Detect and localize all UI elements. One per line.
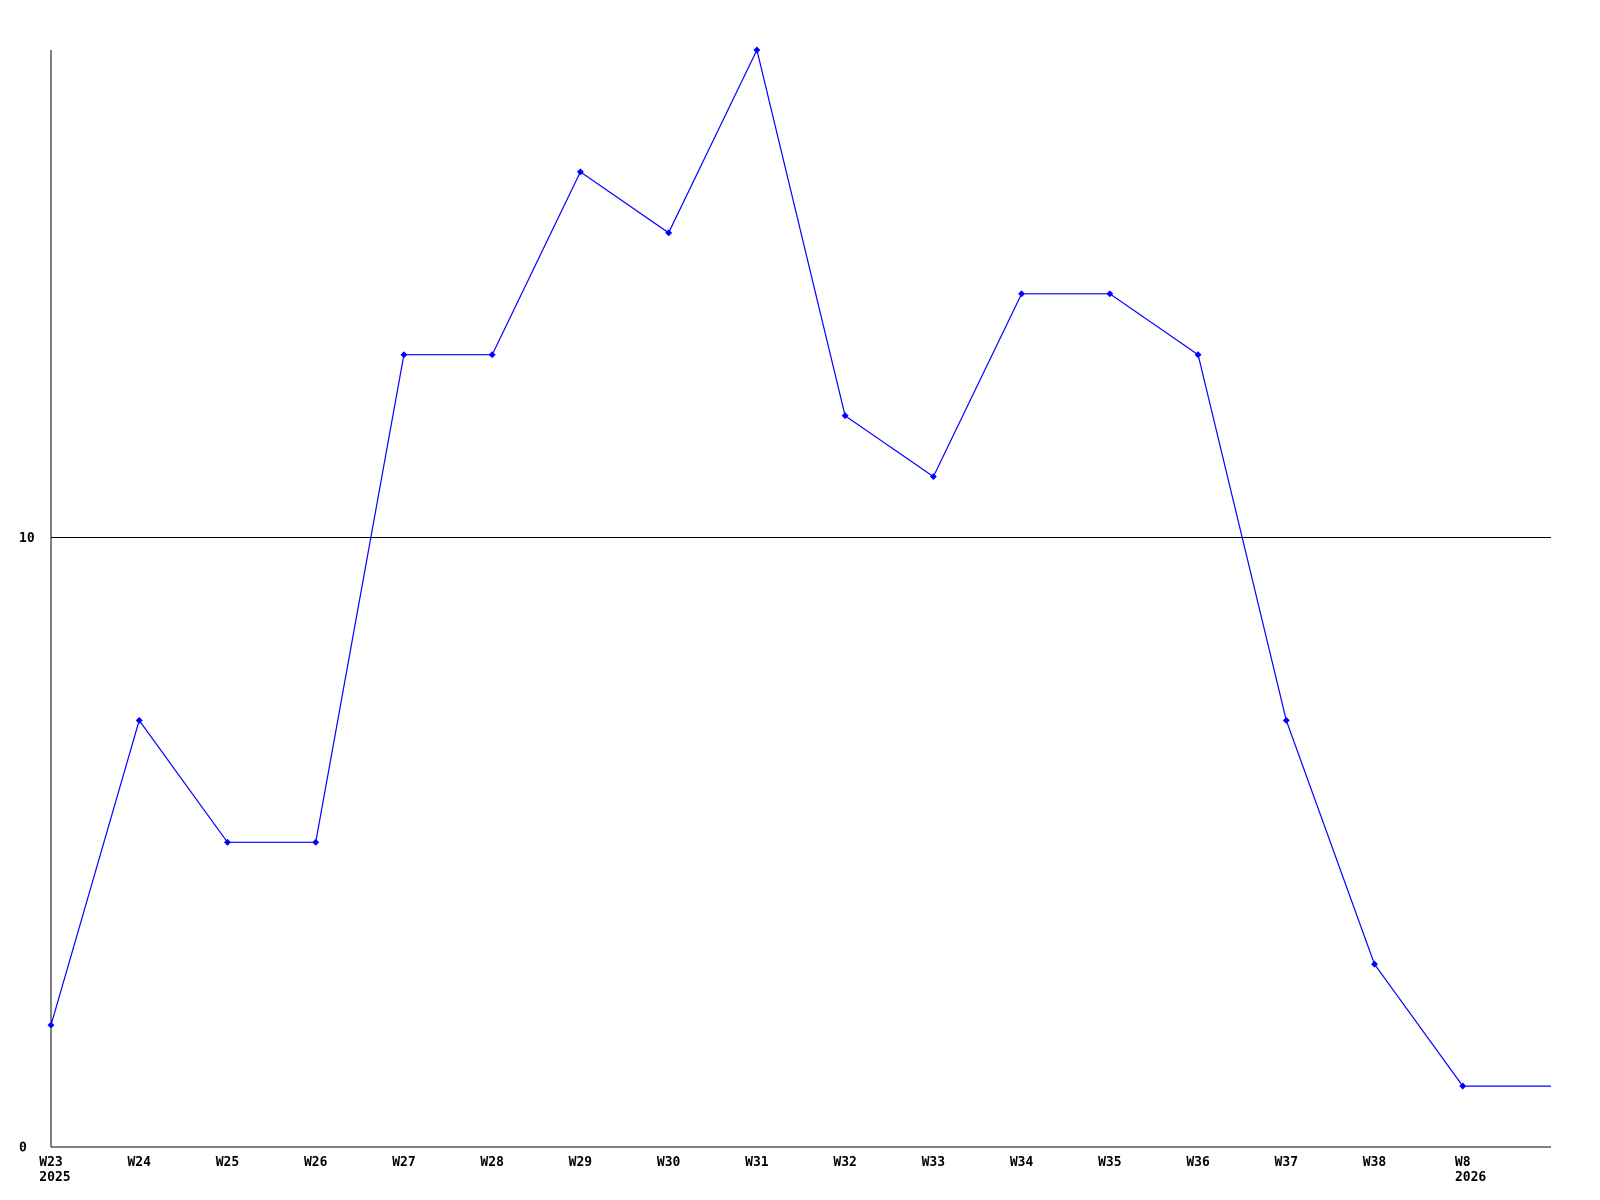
data-point-marker xyxy=(1282,716,1290,724)
data-point-marker xyxy=(1370,960,1379,968)
data-point-marker xyxy=(1459,1082,1467,1090)
x-tick-label: W8 xyxy=(1455,1155,1471,1170)
data-point-marker xyxy=(929,473,937,481)
x-tick-label: W32 xyxy=(833,1155,856,1170)
data-point-marker xyxy=(135,716,143,724)
data-point-marker xyxy=(223,838,232,846)
x-tick-label: W27 xyxy=(392,1155,415,1170)
data-point-marker xyxy=(1106,290,1114,298)
data-point-marker xyxy=(753,46,761,54)
data-series-line xyxy=(50,48,1551,1087)
y-tick-label: 0 xyxy=(19,1141,27,1156)
data-point-marker xyxy=(488,351,496,359)
x-tick-label: W24 xyxy=(127,1155,151,1170)
data-point-marker xyxy=(47,1021,55,1029)
data-point-marker xyxy=(576,168,584,176)
x-tick-label: W33 xyxy=(922,1155,945,1170)
x-tick-label: W26 xyxy=(304,1155,328,1170)
x-tick-label: W30 xyxy=(657,1155,681,1170)
x-tick-label: W35 xyxy=(1098,1155,1121,1170)
data-point-marker xyxy=(1018,290,1026,298)
y-tick-label: 10 xyxy=(19,531,35,546)
x-tick-label: W36 xyxy=(1186,1155,1210,1170)
x-tick-label: W25 xyxy=(216,1155,239,1170)
data-point-marker xyxy=(400,351,408,359)
data-point-marker xyxy=(665,229,673,237)
x-tick-label: W38 xyxy=(1363,1155,1387,1170)
x-tick-label: W31 xyxy=(745,1155,769,1170)
x-tick-label: W23 xyxy=(39,1155,62,1170)
x-tick-label: W37 xyxy=(1275,1155,1298,1170)
x-tick-label: W29 xyxy=(569,1155,592,1170)
x-year-label: 2025 xyxy=(39,1170,70,1185)
x-year-label: 2026 xyxy=(1455,1170,1486,1185)
data-point-marker xyxy=(1194,351,1202,359)
data-point-marker xyxy=(312,838,320,846)
x-tick-label: W34 xyxy=(1010,1155,1034,1170)
x-tick-label: W28 xyxy=(480,1155,504,1170)
data-point-marker xyxy=(841,412,849,420)
